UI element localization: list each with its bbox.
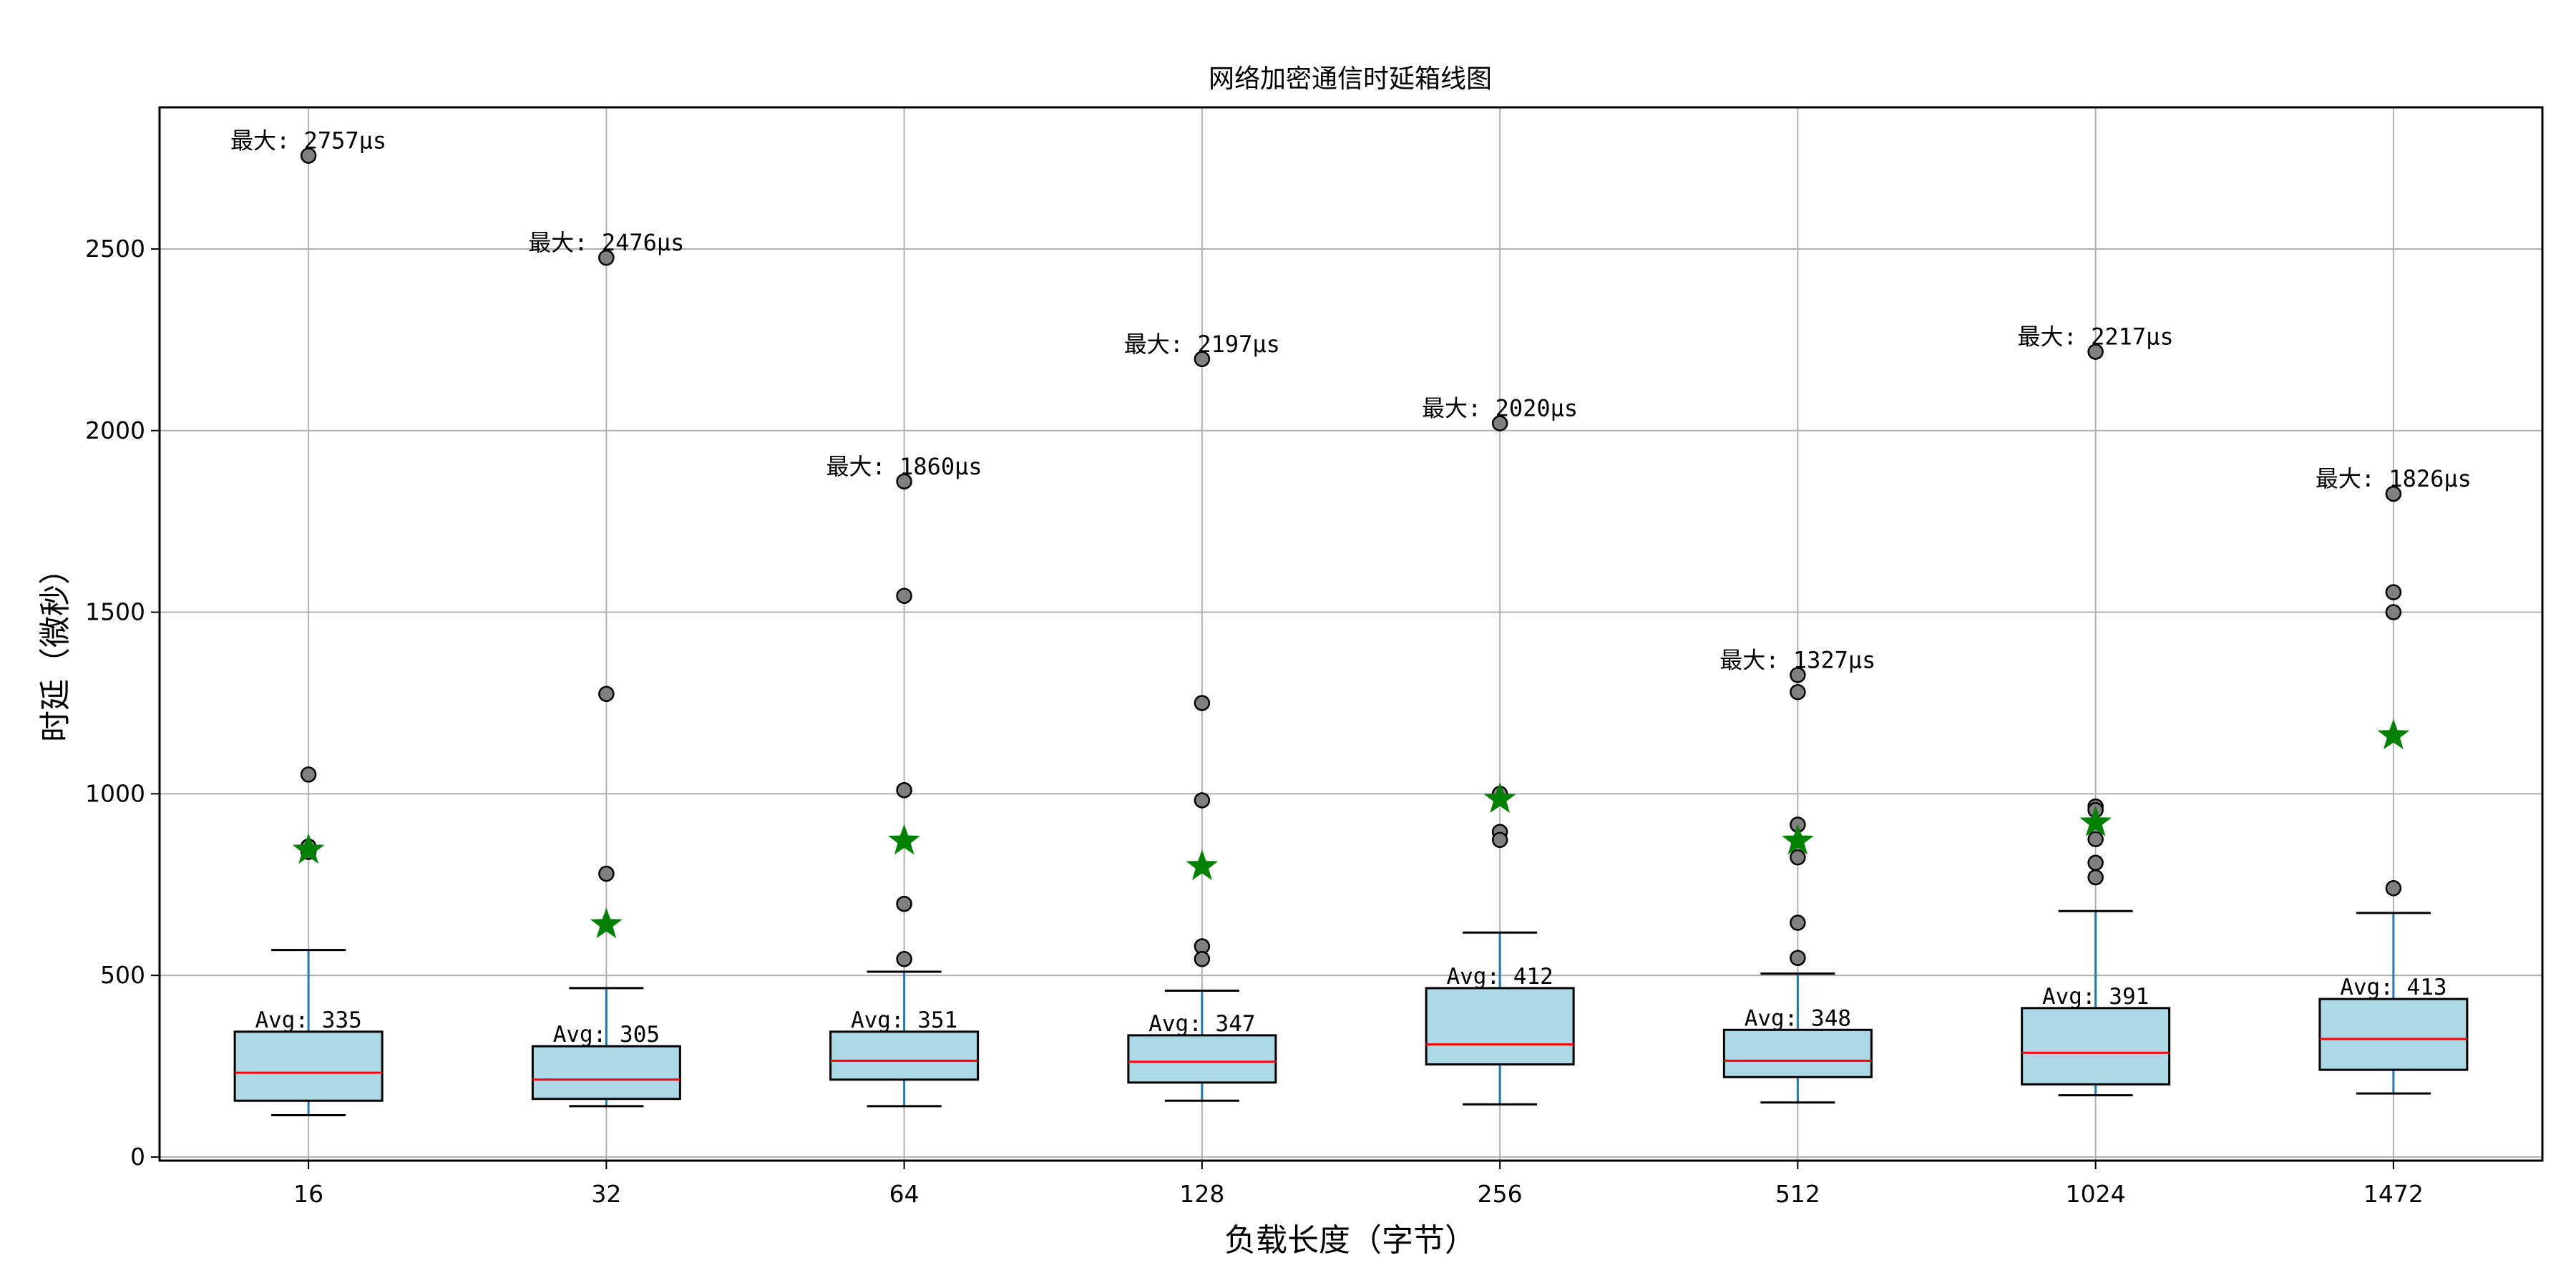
outlier-point (896, 587, 912, 604)
box-group-64 (829, 473, 980, 1108)
outlier-point (2087, 343, 2104, 360)
max-label: 最大: 2757μs (230, 127, 386, 155)
mean-marker (2377, 718, 2410, 750)
mean-marker (292, 833, 325, 864)
plot-frame (158, 106, 2544, 1162)
max-label: 最大: 1826μs (2316, 465, 2472, 492)
x-tick-label: 16 (293, 1180, 323, 1208)
outlier-point (1790, 683, 1806, 701)
avg-label: Avg: 412 (1446, 964, 1553, 990)
chart-title: 网络加密通信时延箱线图 (1209, 64, 1492, 94)
avg-label: Avg: 413 (2340, 975, 2446, 1000)
mean-marker (888, 824, 920, 855)
mean-marker (1186, 849, 1219, 880)
box-group-1024 (2021, 343, 2171, 1097)
outlier-point (2385, 880, 2402, 897)
outlier-point (2385, 604, 2402, 620)
outlier-point (1790, 950, 1806, 967)
box-group-16 (233, 147, 384, 1117)
mean-marker (1483, 782, 1516, 813)
outlier-point (896, 951, 912, 967)
outlier-point (896, 473, 912, 490)
outlier-point (2087, 854, 2104, 872)
x-axis-label: 负载长度（字节） (1224, 1222, 1476, 1259)
outlier-point (300, 766, 317, 783)
y-tick-label: 1500 (85, 598, 145, 626)
box-body (1722, 1028, 1873, 1078)
outlier-point (1194, 351, 1211, 368)
avg-label: Avg: 348 (1745, 1005, 1851, 1031)
outlier-point (598, 686, 615, 703)
box-body (233, 1030, 384, 1102)
y-tick-label: 0 (130, 1143, 145, 1171)
outlier-point (2385, 485, 2402, 502)
box-body (1425, 987, 1575, 1065)
mean-marker (2079, 806, 2112, 836)
max-label: 最大: 1860μs (826, 453, 982, 480)
outlier-point (2385, 584, 2402, 600)
box-group-32 (531, 249, 681, 1108)
y-tick-label: 500 (100, 961, 145, 989)
x-tick-label: 256 (1478, 1180, 1523, 1208)
outlier-point (896, 895, 912, 912)
outlier-point (598, 249, 615, 266)
box-group-128 (1127, 351, 1277, 1102)
box-body (531, 1045, 681, 1101)
box-group-256 (1425, 415, 1575, 1106)
max-label: 最大: 2217μs (2018, 323, 2174, 351)
mean-marker (1782, 824, 1814, 855)
outlier-point (1194, 792, 1211, 809)
max-label: 最大: 2197μs (1124, 331, 1280, 358)
box-body (2021, 1007, 2171, 1085)
outlier-point (1194, 951, 1211, 967)
y-axis-label: 时延（微秒） (37, 553, 74, 742)
avg-label: Avg: 391 (2042, 984, 2149, 1010)
max-label: 最大: 1327μs (1719, 646, 1875, 673)
avg-label: Avg: 351 (851, 1008, 957, 1033)
x-tick-label: 64 (889, 1180, 919, 1208)
text-layer: 0 500 1000 1500 2000 2500 16 32 64 128 256 512 1024 1… (85, 127, 2472, 1208)
box-group-1472 (2318, 485, 2469, 1095)
box-group-512 (1722, 667, 1873, 1104)
outlier-point (896, 782, 912, 799)
x-tick-label: 32 (591, 1180, 621, 1208)
max-label: 最大: 2476μs (528, 229, 684, 256)
y-tick-label: 2500 (85, 235, 145, 263)
outlier-point (2087, 869, 2104, 886)
box-body (829, 1030, 980, 1081)
x-tick-label: 1024 (2066, 1180, 2126, 1208)
outlier-point (1790, 849, 1806, 866)
x-tick-label: 512 (1775, 1180, 1820, 1208)
outlier-point (1194, 695, 1211, 711)
avg-label: Avg: 347 (1148, 1011, 1255, 1037)
outlier-point (2087, 831, 2104, 848)
x-tick-label: 1472 (2363, 1180, 2424, 1208)
outlier-point (300, 147, 317, 164)
outlier-point (1790, 667, 1806, 683)
box-body (2318, 997, 2469, 1071)
outlier-point (1790, 914, 1806, 931)
plot-layer (233, 147, 2469, 1117)
avg-label: Avg: 335 (255, 1008, 361, 1033)
mean-marker (590, 907, 623, 939)
avg-label: Avg: 305 (553, 1022, 660, 1048)
max-label: 最大: 2020μs (1422, 395, 1578, 422)
box-body (1127, 1034, 1277, 1084)
outlier-point (1491, 415, 1508, 431)
outlier-point (598, 865, 615, 882)
y-tick-label: 1000 (85, 779, 145, 807)
y-tick-label: 2000 (85, 416, 145, 444)
outlier-point (1491, 831, 1508, 849)
x-tick-label: 128 (1179, 1180, 1224, 1208)
